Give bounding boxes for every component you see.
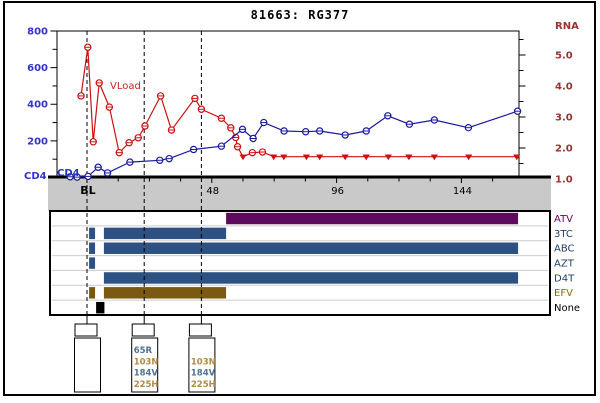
treatment-bar-AZT	[89, 257, 96, 269]
treatment-bar-ATV	[226, 212, 519, 225]
treatment-bar-EFV	[89, 287, 96, 299]
treatment-bar-EFV	[103, 287, 227, 299]
treatment-bar-ABC	[89, 242, 96, 254]
vload-marker-censored	[362, 154, 370, 161]
vload-series-label: VLoad	[110, 81, 141, 92]
x-tick-label: 144	[453, 186, 472, 197]
treatment-bar-ABC	[103, 242, 519, 254]
rna-axis-label: RNA	[555, 21, 579, 32]
drug-label-EFV: EFV	[554, 288, 573, 299]
x-tick-label: 96	[331, 186, 344, 197]
mutation-label: 225H	[191, 380, 216, 390]
vload-marker-censored	[465, 154, 473, 161]
left-tick-label: 800	[27, 26, 48, 37]
treatment-bar-3TC	[103, 227, 227, 240]
vload-marker-censored	[270, 154, 278, 161]
x-tick-label: 48	[206, 186, 219, 197]
sample-flag-3[interactable]	[188, 323, 212, 337]
chart-title: 81663: RG377	[250, 8, 350, 22]
mutation-box-2	[131, 337, 159, 393]
mutation-label: 184V	[191, 369, 216, 379]
sample-flag-2[interactable]	[131, 323, 155, 337]
vload-marker-censored	[239, 154, 247, 161]
sample-flag-1[interactable]	[74, 323, 98, 337]
cd4-axis-label: CD4	[24, 171, 47, 182]
drug-label-ATV: ATV	[554, 214, 573, 225]
right-tick-label: 5.0	[555, 51, 573, 62]
drug-label-D4T: D4T	[554, 273, 575, 284]
cd4-series-label: CD4	[57, 168, 80, 179]
drug-label-ABC: ABC	[554, 244, 575, 255]
vload-marker-censored	[302, 154, 311, 161]
drug-label-3TC: 3TC	[554, 229, 573, 240]
mutation-label: 184V	[134, 369, 159, 379]
mutation-label: 225H	[134, 380, 159, 390]
plot-area	[56, 30, 520, 177]
mutation-label: 65R	[134, 346, 153, 356]
drug-label-None: None	[554, 303, 580, 314]
vload-marker-censored	[405, 154, 413, 161]
right-tick-label: 4.0	[555, 82, 573, 93]
mutation-label: 103N	[191, 357, 216, 367]
vload-marker-censored	[316, 154, 324, 161]
treatment-panel	[49, 210, 551, 316]
vload-marker-censored	[513, 154, 521, 161]
vload-marker-censored	[430, 154, 438, 161]
drug-label-AZT: AZT	[554, 259, 575, 270]
vload-marker-censored	[341, 154, 349, 161]
left-tick-label: 400	[27, 100, 48, 111]
mutation-box-3	[188, 337, 216, 393]
right-tick-label: 1.0	[555, 175, 573, 186]
vload-marker-censored	[384, 154, 392, 161]
x-tick-label: BL	[80, 184, 95, 197]
mutation-box-1	[74, 337, 101, 393]
right-tick-label: 2.0	[555, 144, 573, 155]
treatment-bar-3TC	[89, 227, 96, 240]
x-axis-band	[48, 178, 551, 211]
vload-marker-censored	[280, 154, 288, 161]
left-tick-label: 200	[27, 136, 48, 147]
treatment-bar-D4T	[103, 272, 519, 284]
treatment-bar-None	[96, 301, 105, 314]
left-tick-label: 600	[27, 63, 48, 74]
mutation-label: 103N	[134, 357, 159, 367]
right-tick-label: 3.0	[555, 113, 573, 124]
